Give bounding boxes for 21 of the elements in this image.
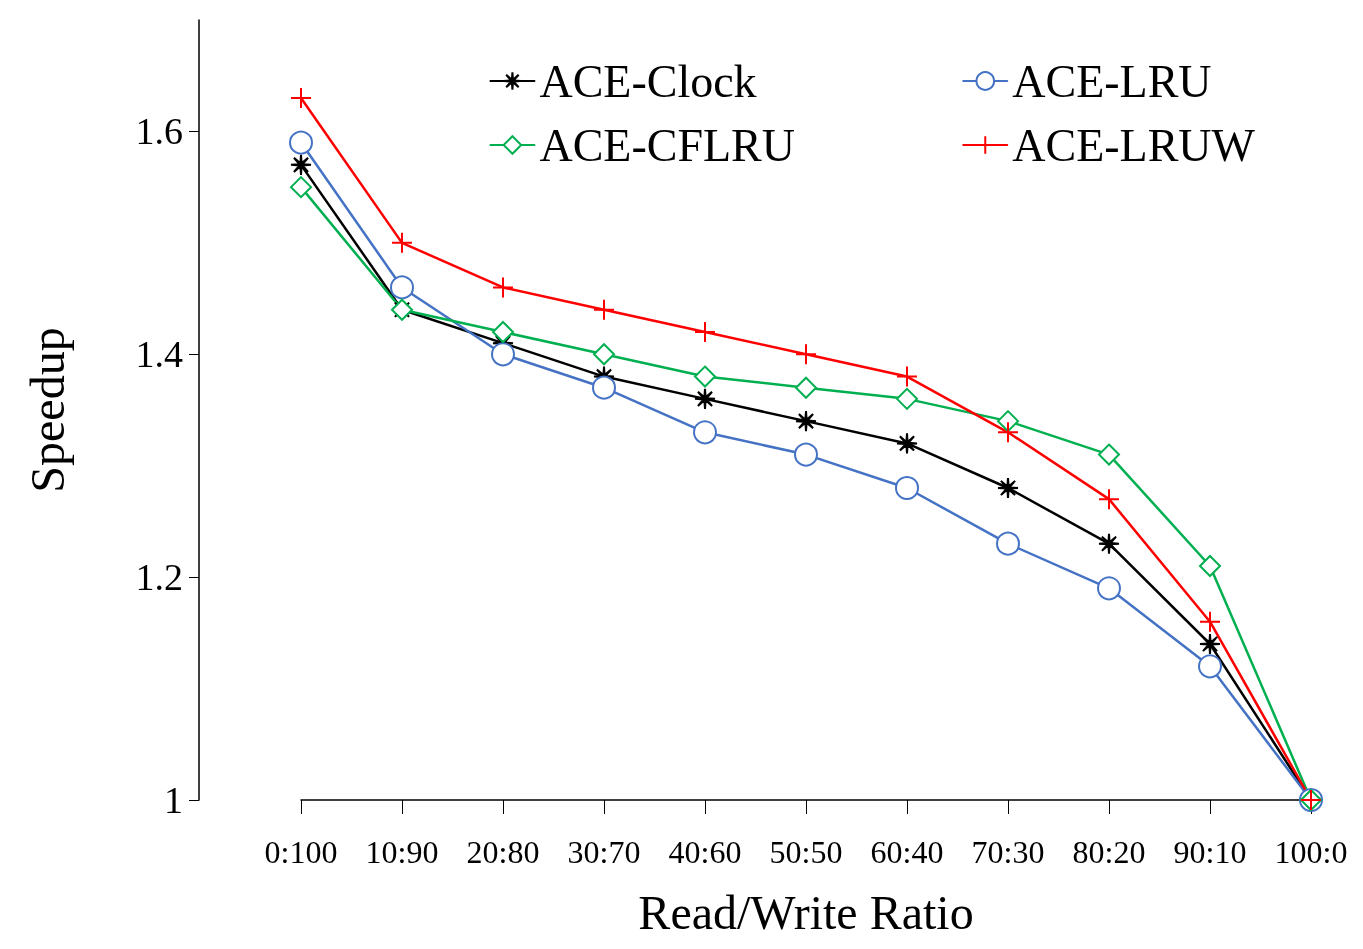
x-tick-label: 10:90 (365, 834, 439, 870)
x-tick-label: 20:80 (466, 834, 540, 870)
x-tick-label: 100:0 (1274, 834, 1348, 870)
x-tick-label: 50:50 (769, 834, 843, 870)
x-axis-title: Read/Write Ratio (638, 885, 974, 939)
y-tick-label: 1.4 (135, 333, 183, 376)
x-tick-label: 30:70 (567, 834, 641, 870)
legend-label: ACE-LRUW (1012, 119, 1256, 171)
y-tick-label: 1.2 (135, 556, 183, 599)
legend-label: ACE-CFLRU (539, 119, 796, 171)
x-tick-label: 80:20 (1072, 834, 1146, 870)
y-tick-label: 1 (164, 779, 183, 821)
x-tick-label: 70:30 (971, 834, 1045, 870)
x-tick-label: 60:40 (870, 834, 944, 870)
x-tick-label: 0:100 (264, 834, 338, 870)
y-axis-title: Speedup (20, 327, 74, 493)
legend-label: ACE-Clock (539, 55, 757, 107)
x-tick-label: 90:10 (1173, 834, 1247, 870)
y-tick-label: 1.6 (135, 110, 183, 153)
x-tick-label: 40:60 (668, 834, 742, 870)
legend-label: ACE-LRU (1012, 55, 1212, 107)
